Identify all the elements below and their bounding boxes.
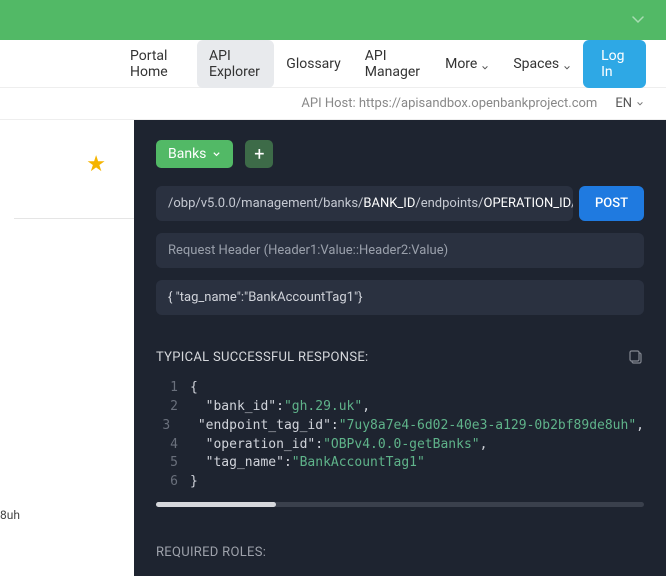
nav-bar: Portal Home API Explorer Glossary API Ma… bbox=[0, 40, 666, 88]
truncated-id-fragment: 8uh bbox=[0, 508, 20, 522]
banks-label: Banks bbox=[168, 146, 206, 162]
required-roles-title: REQUIRED ROLES: bbox=[156, 545, 644, 560]
star-icon[interactable]: ★ bbox=[86, 152, 106, 177]
control-row: Banks + bbox=[156, 140, 644, 168]
code-line: 4 "operation_id":"OBPv4.0.0-getBanks", bbox=[156, 436, 644, 455]
chevron-down-icon bbox=[481, 60, 489, 68]
scrollbar-thumb[interactable] bbox=[156, 502, 276, 507]
banner-close-icon[interactable] bbox=[628, 10, 648, 30]
path-row: /obp/v5.0.0/management/banks/BANK_ID/end… bbox=[156, 186, 644, 221]
chevron-down-icon bbox=[636, 100, 644, 108]
send-request-button[interactable]: POST bbox=[579, 186, 644, 221]
nav-api-explorer[interactable]: API Explorer bbox=[197, 40, 274, 88]
code-line: 3 "endpoint_tag_id":"7uy8a7e4-6d02-40e3-… bbox=[156, 417, 644, 436]
add-button[interactable]: + bbox=[245, 140, 273, 168]
chevron-down-icon bbox=[212, 150, 221, 159]
copy-icon[interactable] bbox=[628, 349, 644, 365]
language-selector[interactable]: EN bbox=[615, 96, 644, 111]
response-code-block: 1{2 "bank_id":"gh.29.uk",3 "endpoint_tag… bbox=[156, 379, 644, 492]
code-line: 5 "tag_name":"BankAccountTag1" bbox=[156, 454, 644, 473]
nav-more-label: More bbox=[445, 56, 477, 72]
code-line: 6} bbox=[156, 473, 644, 492]
nav-portal-home[interactable]: Portal Home bbox=[118, 40, 197, 88]
banks-dropdown[interactable]: Banks bbox=[156, 140, 233, 168]
nav-spaces-label: Spaces bbox=[513, 56, 559, 72]
sub-bar: API Host: https://apisandbox.openbankpro… bbox=[0, 88, 666, 120]
code-line: 1{ bbox=[156, 379, 644, 398]
sidebar-divider bbox=[14, 218, 134, 219]
nav-spaces[interactable]: Spaces bbox=[501, 48, 583, 80]
horizontal-scrollbar[interactable] bbox=[156, 502, 644, 507]
login-button[interactable]: Log In bbox=[583, 40, 646, 88]
api-host-label: API Host: https://apisandbox.openbankpro… bbox=[301, 96, 597, 111]
content-panel: Banks + /obp/v5.0.0/management/banks/BAN… bbox=[134, 120, 666, 576]
code-line: 2 "bank_id":"gh.29.uk", bbox=[156, 398, 644, 417]
nav-more[interactable]: More bbox=[433, 48, 501, 80]
nav-glossary[interactable]: Glossary bbox=[274, 48, 352, 80]
chevron-down-icon bbox=[563, 60, 571, 68]
request-header-input[interactable]: Request Header (Header1:Value::Header2:V… bbox=[156, 233, 644, 268]
top-banner bbox=[0, 0, 666, 40]
main-area: ★ 8uh Banks + /obp/v5.0.0/management/ban… bbox=[0, 120, 666, 576]
language-label: EN bbox=[615, 96, 632, 111]
nav-api-manager[interactable]: API Manager bbox=[353, 40, 433, 88]
response-header: TYPICAL SUCCESSFUL RESPONSE: bbox=[156, 349, 644, 365]
left-sidebar: ★ 8uh bbox=[0, 120, 134, 576]
request-body-input[interactable]: { "tag_name":"BankAccountTag1"} bbox=[156, 280, 644, 315]
response-title: TYPICAL SUCCESSFUL RESPONSE: bbox=[156, 350, 369, 365]
endpoint-path-input[interactable]: /obp/v5.0.0/management/banks/BANK_ID/end… bbox=[156, 186, 573, 221]
